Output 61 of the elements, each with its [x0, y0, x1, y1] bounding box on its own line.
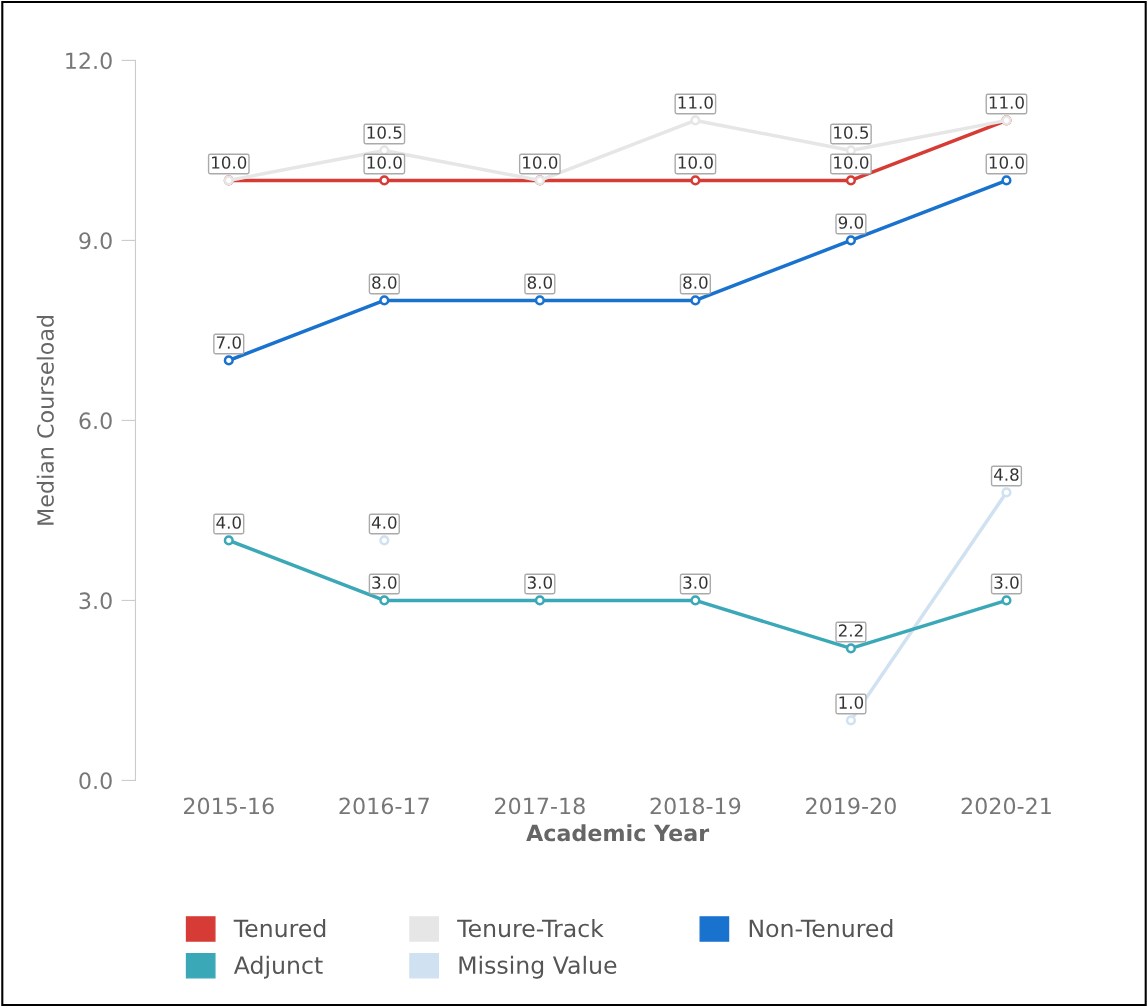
legend-label: Tenure-Track [457, 919, 604, 938]
data-label: 1.0 [839, 696, 864, 709]
data-label: 4.0 [371, 516, 397, 529]
y-axis-title: Median Courseload [36, 315, 54, 525]
point [845, 643, 856, 654]
data-label: 10.5 [834, 126, 869, 139]
y-tick-label: 12.0 [66, 52, 112, 70]
data-label: 11.0 [989, 96, 1024, 109]
legend-label: Non-Tenured [749, 919, 893, 938]
point [690, 115, 701, 126]
data-label: 4.0 [216, 516, 241, 529]
point [690, 175, 701, 186]
data-label: 10.0 [523, 156, 558, 169]
point [845, 235, 856, 246]
point [379, 295, 390, 306]
data-label: 10.0 [678, 156, 713, 169]
y-tick-label: 6.0 [79, 412, 112, 430]
x-tick-label: 2018-19 [650, 797, 741, 815]
point [690, 295, 701, 306]
point [845, 715, 856, 726]
data-label: 3.0 [372, 576, 397, 589]
data-label: 8.0 [527, 276, 552, 289]
point [534, 595, 545, 606]
data-label: 10.0 [834, 156, 869, 169]
data-label: 2.2 [838, 624, 863, 637]
x-tick-label: 2020-21 [961, 797, 1051, 815]
point [845, 175, 856, 186]
data-label: 7.0 [216, 336, 241, 349]
point [379, 595, 390, 606]
data-label: 3.0 [527, 576, 552, 589]
point [379, 535, 390, 546]
legend-label: Missing Value [459, 955, 617, 979]
data-label: 10.0 [989, 156, 1024, 169]
data-label: 10.0 [367, 156, 402, 169]
point [1001, 487, 1012, 498]
point [379, 175, 390, 186]
x-axis-title: Academic Year [526, 824, 710, 842]
point [534, 295, 545, 306]
x-tick-label: 2015-16 [183, 797, 274, 815]
data-label: 4.8 [994, 468, 1019, 481]
x-tick-label: 2017-18 [495, 797, 585, 815]
data-label: 11.0 [678, 96, 713, 109]
y-tick-label: 3.0 [79, 592, 112, 610]
data-label: 8.0 [372, 276, 397, 289]
y-tick-label: 0.0 [79, 772, 112, 790]
x-tick-label: 2016-17 [339, 797, 429, 815]
data-label: 8.0 [683, 276, 708, 289]
point [223, 535, 234, 546]
point [223, 355, 234, 366]
point [1001, 175, 1012, 186]
point [690, 595, 701, 606]
point [1001, 595, 1012, 606]
y-tick-label: 9.0 [79, 232, 112, 250]
data-label: 3.0 [683, 576, 708, 589]
data-label: 10.0 [212, 156, 247, 169]
data-label: 3.0 [994, 576, 1019, 589]
data-label: 9.0 [838, 216, 864, 229]
data-label: 10.5 [367, 126, 402, 139]
legend-label: Tenured [233, 919, 326, 938]
legend-label: Adjunct [233, 955, 323, 979]
x-tick-label: 2019-20 [806, 797, 896, 815]
